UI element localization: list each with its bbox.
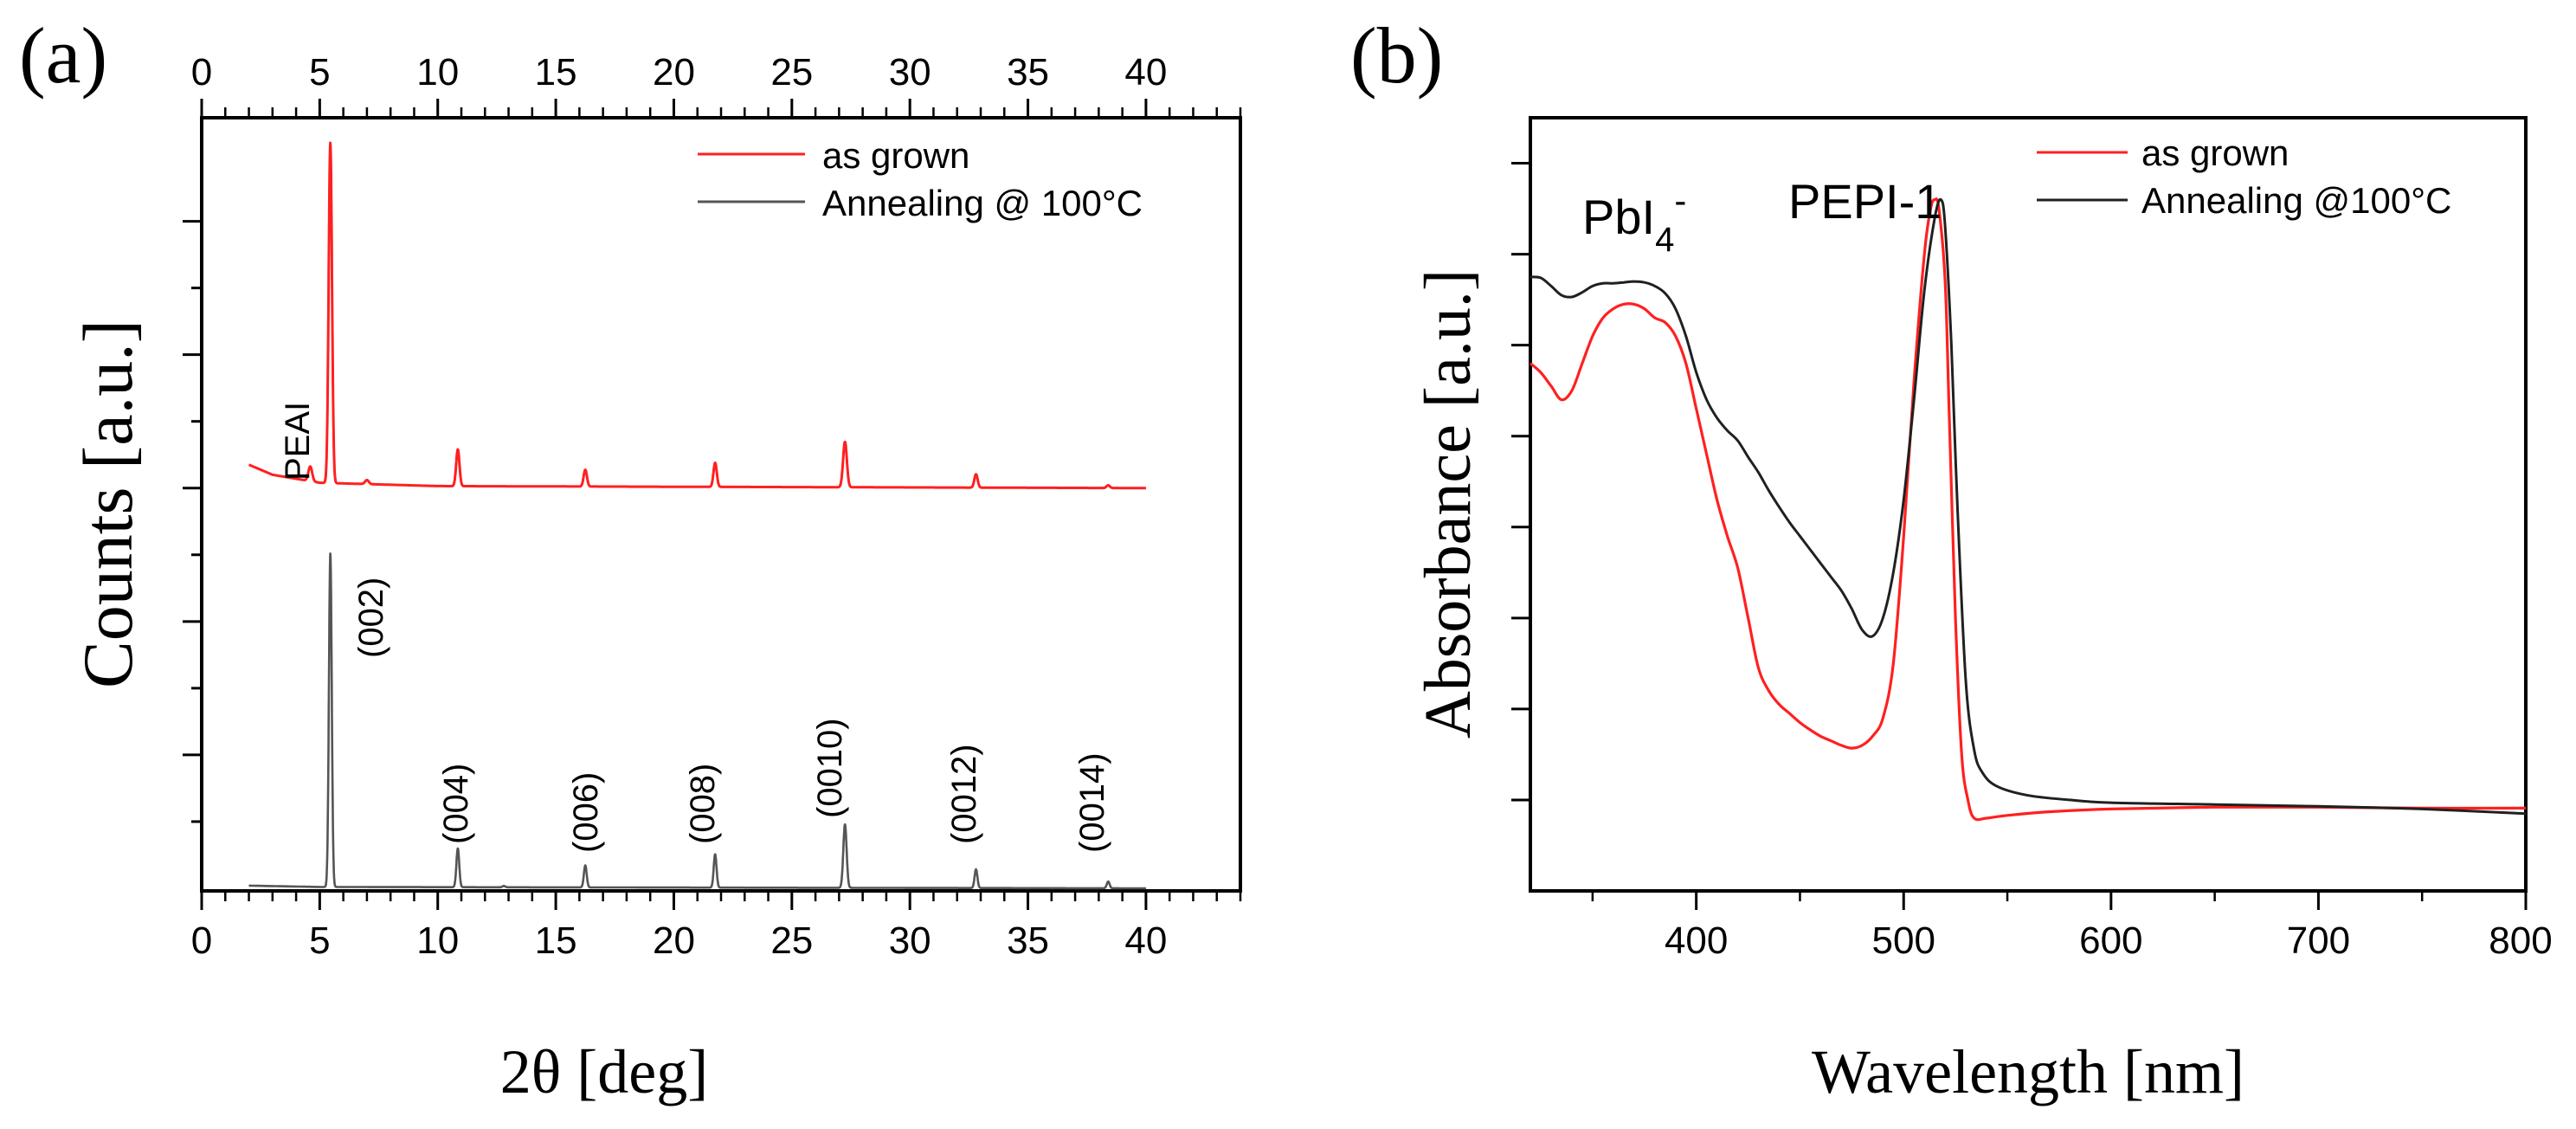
peak-annotation: (004) [437, 764, 475, 844]
panel-a-label: (a) [19, 11, 107, 100]
top-x-tick-label: 15 [535, 51, 577, 94]
legend-label-as-grown: as grown [2141, 132, 2289, 173]
x-tick-label: 30 [889, 919, 931, 962]
panel-b-annotations: PbI4- PEPI-1 [1582, 174, 1942, 259]
panel-a-xrd: (a) 0 0 5 5 10 10 15 15 20 20 25 25 30 30 35 35 40 40 PEA… [19, 11, 1242, 1106]
top-x-tick-label: 0 [191, 51, 212, 94]
x-tick-label: 10 [416, 919, 459, 962]
peak-annotation: PEAI [279, 402, 317, 481]
top-x-tick-label: 40 [1124, 51, 1167, 94]
panel-a-x-axis-title: 2θ [deg] [500, 1037, 708, 1106]
panel-a-legend: as grown Annealing @ 100°C [698, 135, 1143, 223]
series-line-annealing [1530, 197, 2527, 816]
series-line-annealing [248, 552, 1147, 890]
panel-b-tick-labels: 400 500 600 700 800 [1665, 919, 2553, 962]
panel-a-annotations: PEAI (002) (004) (006) (008) (0010) (0012) (001… [279, 402, 1111, 853]
x-tick-label: 0 [191, 919, 212, 962]
x-tick-label: 40 [1124, 919, 1167, 962]
x-tick-label: 600 [2079, 919, 2142, 962]
x-tick-label: 500 [1872, 919, 1935, 962]
peak-annotation: (0012) [945, 744, 983, 844]
top-x-tick-label: 5 [309, 51, 330, 94]
x-tick-label: 400 [1665, 919, 1728, 962]
panel-b-plot-frame [1529, 116, 2528, 893]
panel-a-tick-labels: 0 0 5 5 10 10 15 15 20 20 25 25 30 30 35 35 40 40 [191, 51, 1168, 962]
annotation-pbi4: PbI4- [1582, 180, 1686, 259]
peak-annotation: (006) [567, 772, 605, 853]
x-tick-label: 15 [535, 919, 577, 962]
x-tick-label: 800 [2489, 919, 2552, 962]
peak-annotation: (002) [352, 577, 390, 658]
panel-a-series [248, 141, 1148, 890]
x-tick-label: 35 [1007, 919, 1049, 962]
legend-label-as-grown: as grown [822, 135, 969, 176]
panel-b-series [1529, 197, 2527, 822]
panel-b-absorbance: (b) 400 500 600 700 800 PbI4- PEPI-1 as grow… [1350, 11, 2553, 1106]
panel-b-y-axis-title: Absorbance [a.u.] [1412, 269, 1484, 739]
legend-label-annealing: Annealing @100°C [2141, 180, 2451, 221]
x-tick-label: 20 [653, 919, 695, 962]
top-x-tick-label: 25 [770, 51, 813, 94]
panel-a-y-axis-title: Counts [a.u.] [68, 319, 147, 688]
x-tick-label: 700 [2287, 919, 2350, 962]
top-x-tick-label: 20 [653, 51, 695, 94]
top-x-tick-label: 10 [416, 51, 459, 94]
legend-label-annealing: Annealing @ 100°C [822, 183, 1143, 223]
peak-annotation: (0010) [811, 718, 849, 818]
panel-b-axis-ticks [1511, 162, 2528, 910]
panel-b-label: (b) [1350, 11, 1443, 100]
panel-b-x-axis-title: Wavelength [nm] [1812, 1037, 2244, 1106]
x-tick-label: 25 [770, 919, 813, 962]
panel-b-legend: as grown Annealing @100°C [2037, 132, 2451, 221]
peak-annotation: (008) [684, 764, 722, 844]
x-tick-label: 5 [309, 919, 330, 962]
annotation-pepi-1: PEPI-1 [1788, 174, 1942, 229]
top-x-tick-label: 30 [889, 51, 931, 94]
peak-annotation: (0014) [1073, 752, 1111, 853]
series-line-as-grown [1529, 197, 2527, 822]
series-line-as-grown [248, 141, 1148, 490]
panel-a-axis-ticks [183, 99, 1242, 910]
top-x-tick-label: 35 [1007, 51, 1049, 94]
